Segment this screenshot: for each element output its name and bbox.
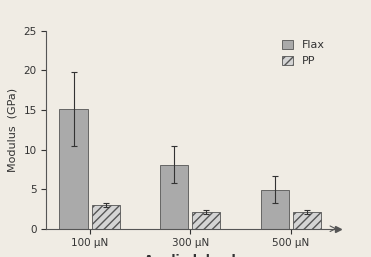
Legend: Flax, PP: Flax, PP xyxy=(279,36,328,69)
X-axis label: Applied  load: Applied load xyxy=(144,254,236,257)
Bar xyxy=(160,165,188,229)
Y-axis label: Modulus  (GPa): Modulus (GPa) xyxy=(8,88,18,172)
Bar xyxy=(59,109,88,229)
Bar xyxy=(293,212,321,229)
Bar xyxy=(92,205,120,229)
Bar xyxy=(260,190,289,229)
Bar xyxy=(192,212,220,229)
